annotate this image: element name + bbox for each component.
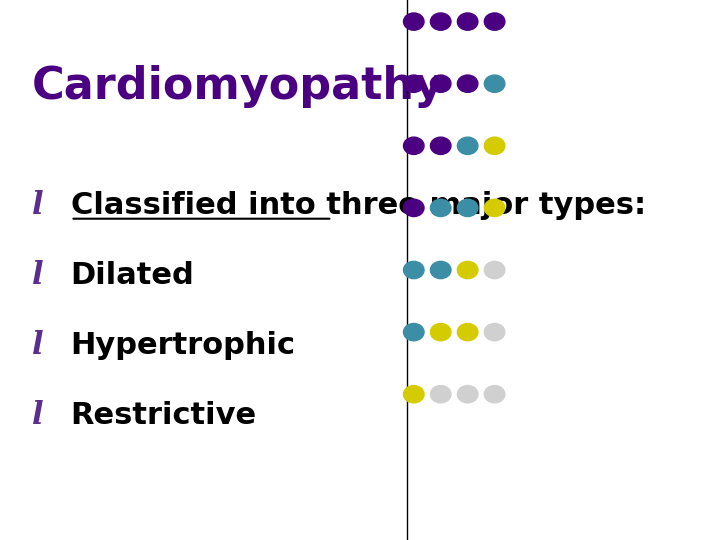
Circle shape (431, 261, 451, 279)
Circle shape (485, 199, 505, 217)
Circle shape (457, 13, 478, 30)
Circle shape (431, 199, 451, 217)
Circle shape (457, 386, 478, 403)
Circle shape (485, 137, 505, 154)
Text: Classified into three major types:: Classified into three major types: (71, 191, 646, 220)
Circle shape (457, 323, 478, 341)
Circle shape (431, 13, 451, 30)
Text: l: l (32, 260, 44, 291)
Text: Cardiomyopathy: Cardiomyopathy (32, 65, 444, 108)
Circle shape (403, 199, 424, 217)
Circle shape (457, 75, 478, 92)
Circle shape (403, 137, 424, 154)
Circle shape (485, 13, 505, 30)
Circle shape (457, 261, 478, 279)
Circle shape (431, 137, 451, 154)
Text: l: l (32, 190, 44, 221)
Circle shape (431, 75, 451, 92)
Circle shape (403, 75, 424, 92)
Circle shape (431, 386, 451, 403)
Text: l: l (32, 400, 44, 431)
Circle shape (403, 323, 424, 341)
Circle shape (485, 75, 505, 92)
Circle shape (485, 386, 505, 403)
Circle shape (403, 386, 424, 403)
Circle shape (403, 261, 424, 279)
Circle shape (403, 13, 424, 30)
Text: Hypertrophic: Hypertrophic (71, 331, 296, 360)
Text: Dilated: Dilated (71, 261, 194, 290)
Text: Restrictive: Restrictive (71, 401, 257, 430)
Circle shape (431, 323, 451, 341)
Text: l: l (32, 330, 44, 361)
Circle shape (485, 261, 505, 279)
Circle shape (457, 137, 478, 154)
Circle shape (485, 323, 505, 341)
Circle shape (457, 199, 478, 217)
